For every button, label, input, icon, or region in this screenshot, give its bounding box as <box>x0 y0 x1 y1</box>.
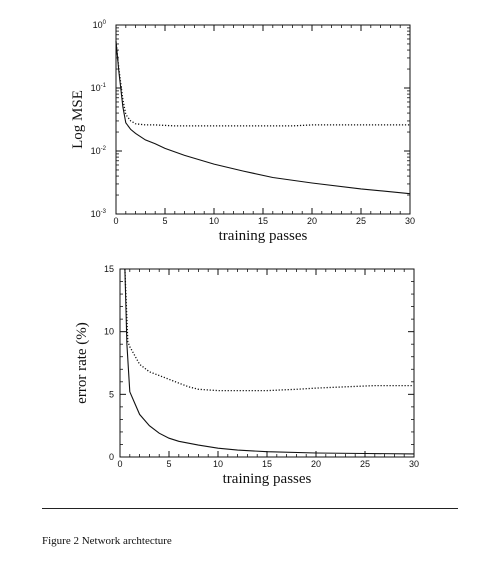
x-tick-label: 30 <box>409 459 419 469</box>
x-tick-label: 20 <box>307 216 317 226</box>
error-rate-chart: 0 5 10 15 20 25 30 0 5 10 15 training passes error r… <box>74 264 419 487</box>
x-tick-label: 15 <box>262 459 272 469</box>
x-tick-label: 5 <box>166 459 171 469</box>
y-axis-title: error rate (%) <box>74 322 90 404</box>
series-dotted-line <box>115 41 410 127</box>
y-tick-label: 15 <box>104 264 114 274</box>
mse-chart: 0 5 10 15 20 25 30 100 10-1 10-2 10-3 training pass… <box>70 20 415 244</box>
y-tick-label: 10-2 <box>91 146 107 156</box>
x-tick-label: 5 <box>162 216 167 226</box>
x-tick-label: 20 <box>311 459 321 469</box>
y-tick-label: 5 <box>109 389 114 399</box>
x-tick-label: 0 <box>117 459 122 469</box>
series-solid-line <box>124 268 415 455</box>
x-tick-label: 15 <box>258 216 268 226</box>
y-tick-label: 10 <box>104 327 114 337</box>
x-tick-label: 30 <box>405 216 415 226</box>
x-tick-label: 25 <box>356 216 366 226</box>
series-solid-line <box>115 41 411 195</box>
plot-frame <box>119 268 415 458</box>
y-tick-label: 100 <box>93 20 107 30</box>
figure-caption: Figure 2 Network archtecture <box>42 535 172 547</box>
x-tick-label: 10 <box>209 216 219 226</box>
x-tick-label: 25 <box>360 459 370 469</box>
x-tick-label: 0 <box>113 216 118 226</box>
caption-rule <box>42 508 458 509</box>
y-axis-title: Log MSE <box>70 90 86 149</box>
x-tick-label: 10 <box>213 459 223 469</box>
plot-frame <box>115 24 411 215</box>
y-tick-label: 0 <box>109 452 114 462</box>
series-dotted-line <box>124 268 414 392</box>
x-axis-title: training passes <box>219 228 308 244</box>
y-tick-label: 10-3 <box>91 209 107 219</box>
y-tick-label: 10-1 <box>91 83 107 93</box>
x-axis-title: training passes <box>223 471 312 487</box>
